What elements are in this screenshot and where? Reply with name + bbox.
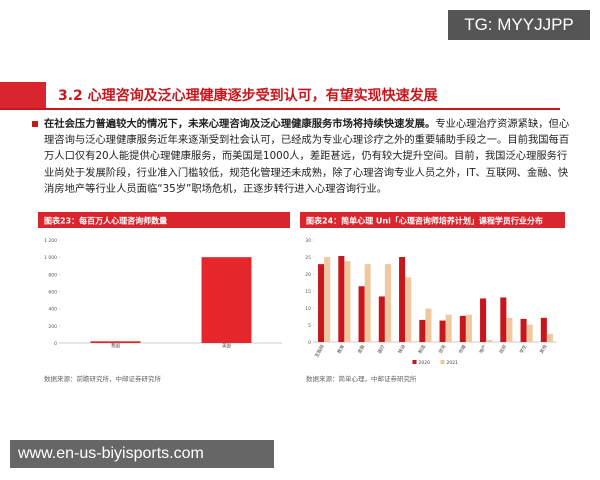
bar	[338, 255, 345, 342]
x-tick-label: 其他	[538, 343, 549, 355]
y-tick-label: 400	[48, 307, 57, 313]
watermark: www.en-us-biyisports.com	[10, 440, 274, 468]
figure-title-bar	[300, 212, 565, 228]
y-tick-label: 10	[305, 306, 311, 312]
x-tick-label: 制造	[417, 343, 428, 355]
y-tick-label: 5	[308, 323, 311, 329]
bar	[526, 324, 533, 342]
bar	[480, 298, 487, 342]
x-tick-label: 学生	[518, 343, 529, 355]
x-tick-label: 教育	[336, 343, 347, 355]
bar	[546, 333, 553, 342]
bar	[324, 257, 331, 342]
x-tick-label: 互联网	[313, 343, 326, 359]
x-tick-label: 传媒	[457, 343, 468, 355]
body-text: 专业心理治疗资源紧缺，但心理咨询与泛心理健康服务近年来逐渐受到社会认可，已经成为…	[44, 118, 570, 195]
x-tick-label: 美国	[222, 342, 231, 349]
bar	[378, 296, 385, 342]
bar	[439, 320, 446, 342]
y-tick-label: 0	[308, 340, 311, 346]
y-tick-label: 30	[305, 238, 311, 244]
bar	[500, 297, 507, 342]
header-block	[0, 82, 46, 108]
bar	[465, 314, 472, 342]
lead-text: 在社会压力普遍较大的情况下，未来心理咨询及泛心理健康服务市场将持续快速发展。	[44, 118, 436, 130]
x-tick-label: 医疗	[376, 343, 387, 355]
y-tick-label: 25	[305, 255, 311, 261]
bar	[540, 317, 547, 342]
y-tick-label: 0	[54, 341, 57, 347]
y-tick-label: 20	[305, 272, 311, 278]
figure-title: 图表24：简单心理 Uni「心理咨询师培养计划」课程学员行业分布	[306, 216, 543, 226]
bar	[358, 286, 365, 342]
y-tick-label: 600	[48, 290, 57, 296]
section-header: 3.2 心理咨询及泛心理健康逐步受到认可，有望实现快速发展	[0, 82, 560, 110]
bar	[364, 264, 371, 342]
figure-title-bar	[38, 212, 290, 228]
x-tick-label: 快消	[396, 343, 407, 355]
bar	[425, 308, 432, 342]
legend-swatch	[412, 360, 417, 364]
x-tick-label: 咨询	[437, 343, 448, 355]
bar	[201, 257, 252, 343]
y-tick-label: 200	[48, 324, 57, 330]
bar	[520, 318, 527, 342]
bar	[506, 317, 513, 342]
y-tick-label: 1 000	[44, 255, 57, 261]
bar	[90, 341, 141, 343]
watermark: TG: MYYJJPP	[448, 10, 590, 40]
bar	[344, 261, 351, 342]
bar	[419, 319, 426, 342]
legend-swatch	[440, 360, 445, 364]
legend-label: 2020	[419, 360, 431, 366]
figure-title: 图表23：每百万人心理咨询师数量	[44, 216, 167, 226]
legend-label: 2021	[447, 360, 459, 366]
x-tick-label: 地产	[477, 343, 488, 355]
x-tick-label: 政府	[498, 343, 509, 355]
bullet	[32, 121, 38, 127]
bar	[405, 277, 412, 342]
bar	[318, 264, 325, 342]
x-tick-label: 我国	[111, 342, 120, 349]
y-tick-label: 15	[305, 289, 311, 295]
figure-source: 数据来源：前瞻研究所，中邮证券研究所	[44, 374, 162, 383]
bar	[399, 257, 406, 342]
paragraph: 在社会压力普遍较大的情况下，未来心理咨询及泛心理健康服务市场将持续快速发展。专业…	[32, 116, 572, 197]
figure-source: 数据来源：简单心理，中邮证券研究所	[306, 374, 417, 383]
bar	[486, 339, 493, 342]
y-tick-label: 800	[48, 272, 57, 278]
bar	[459, 315, 466, 342]
y-tick-label: 1 200	[44, 238, 57, 244]
bar	[445, 314, 452, 342]
section-title: 3.2 心理咨询及泛心理健康逐步受到认可，有望实现快速发展	[58, 88, 438, 104]
bar	[384, 264, 391, 342]
x-tick-label: 金融	[356, 343, 367, 355]
